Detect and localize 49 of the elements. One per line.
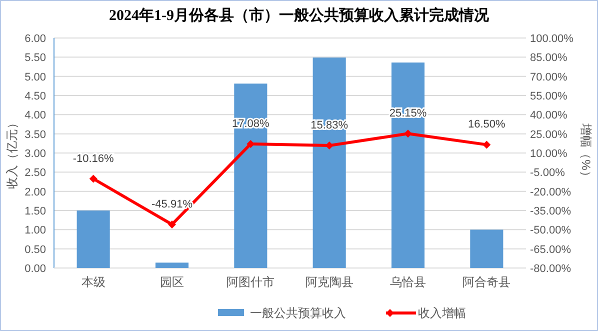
bar bbox=[155, 262, 189, 268]
data-label: 16.50% bbox=[468, 118, 506, 131]
x-tick-label: 阿合奇县 bbox=[462, 275, 511, 289]
y2-tick-label: 40.00% bbox=[530, 110, 568, 122]
y-axis-title: 收入（亿元） bbox=[5, 117, 19, 189]
point bbox=[404, 130, 412, 138]
y-tick-label: 3.00 bbox=[24, 148, 46, 160]
y-tick-label: 2.50 bbox=[24, 167, 46, 180]
point bbox=[482, 140, 491, 149]
y2-axis-title: 增幅（%） bbox=[579, 122, 593, 182]
legend-label: 收入增幅 bbox=[418, 306, 466, 320]
y-tick-label: 4.50 bbox=[24, 90, 46, 102]
x-tick-label: 本级 bbox=[81, 275, 106, 289]
y-tick-label: 5.00 bbox=[24, 71, 46, 84]
y2-tick-label: 70.00% bbox=[530, 71, 568, 84]
y2-tick-label: -35.00% bbox=[530, 206, 572, 218]
y-tick-label: 5.50 bbox=[24, 52, 46, 64]
y2-tick-label: -20.00% bbox=[530, 186, 572, 198]
y2-tick-label: 85.00% bbox=[530, 52, 568, 64]
y2-tick-label: -65.00% bbox=[530, 244, 572, 256]
y-tick-label: 2.00 bbox=[24, 186, 46, 198]
y-tick-label: 0.00 bbox=[24, 263, 46, 275]
x-tick-label: 园区 bbox=[160, 275, 184, 289]
point bbox=[168, 220, 176, 228]
y2-tick-label: 25.00% bbox=[530, 128, 568, 141]
bar bbox=[391, 62, 425, 268]
x-tick-label: 乌恰县 bbox=[390, 275, 426, 289]
bar bbox=[312, 58, 346, 268]
y-tick-label: 6.00 bbox=[24, 33, 46, 45]
x-tick-label: 阿图什市 bbox=[226, 275, 275, 289]
legend-label: 一般公共预算收入 bbox=[250, 306, 346, 320]
data-label: -10.16% bbox=[72, 152, 114, 165]
y2-tick-label: -80.00% bbox=[530, 263, 572, 275]
y2-tick-label: 10.00% bbox=[530, 148, 568, 160]
point bbox=[89, 174, 98, 183]
y-tick-label: 3.50 bbox=[24, 128, 46, 141]
y-tick-label: 0.50 bbox=[24, 244, 46, 256]
bar bbox=[234, 84, 268, 268]
y-tick-label: 1.00 bbox=[24, 224, 46, 237]
y2-tick-label: -5.00% bbox=[530, 167, 566, 180]
y2-tick-label: 55.00% bbox=[530, 90, 568, 102]
y2-tick-label: -50.00% bbox=[530, 224, 572, 237]
x-tick-label: 阿克陶县 bbox=[305, 275, 354, 289]
chart-title: 2024年1-9月份各县（市）一般公共预算收入累计完成情况 bbox=[109, 6, 490, 24]
y-tick-label: 4.00 bbox=[24, 110, 46, 122]
bar bbox=[76, 210, 110, 268]
y2-tick-label: 100.00% bbox=[530, 33, 574, 45]
bar bbox=[470, 230, 504, 268]
y-tick-label: 1.50 bbox=[24, 206, 46, 218]
